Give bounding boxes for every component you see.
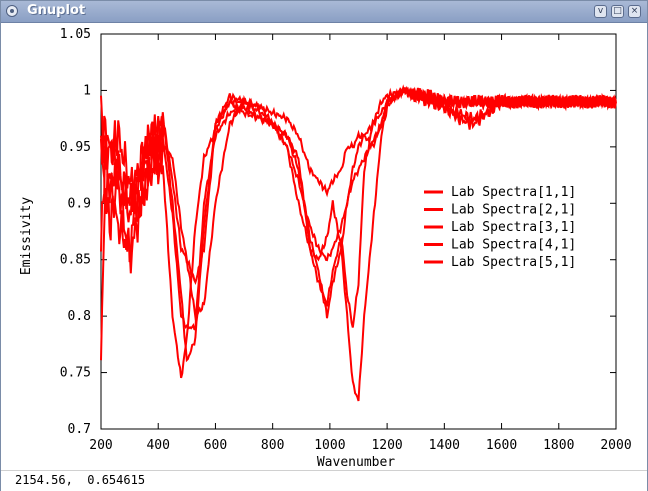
y-tick-label: 0.95 [60, 140, 91, 155]
window-title: Gnuplot [27, 3, 86, 18]
x-tick-label: 1200 [371, 438, 402, 453]
y-axis-label: Emissivity [19, 197, 34, 275]
x-axis-label: Wavenumber [317, 455, 395, 470]
series-line-4 [100, 84, 617, 363]
legend: Lab Spectra[1,1] Lab Spectra[2,1] Lab Spec… [424, 185, 576, 270]
x-tick-label: 1000 [314, 438, 345, 453]
gnuplot-app-icon[interactable] [6, 5, 18, 17]
cursor-coordinates: 2154.56, 0.654615 [15, 473, 146, 487]
x-tick-label: 2000 [600, 438, 631, 453]
legend-entry: Lab Spectra[2,1] [451, 203, 576, 218]
x-tick-label: 1400 [429, 438, 460, 453]
y-tick-label: 1.05 [60, 27, 91, 42]
legend-entry: Lab Spectra[3,1] [451, 220, 576, 235]
x-tick-label: 400 [146, 438, 169, 453]
title-bar[interactable]: Gnuplot v □ × [1, 1, 647, 23]
legend-entry: Lab Spectra[4,1] [451, 238, 576, 253]
status-bar: 2154.56, 0.654615 [1, 470, 647, 491]
y-tick-label: 0.9 [68, 196, 91, 211]
x-tick-label: 200 [89, 438, 112, 453]
series-lines [100, 84, 617, 402]
x-axis: 200 400 600 800 1000 1200 1400 1600 1800 2000 [89, 34, 632, 453]
x-tick-label: 1800 [543, 438, 574, 453]
y-axis: 0.7 0.75 0.8 0.85 0.9 0.95 1 1.05 [60, 27, 616, 437]
spectra-chart[interactable]: 0.7 0.75 0.8 0.85 0.9 0.95 1 1.05 200 400 600 800 1… [1, 23, 647, 470]
plot-area[interactable]: 0.7 0.75 0.8 0.85 0.9 0.95 1 1.05 200 400 600 800 1… [1, 23, 647, 470]
x-tick-label: 1600 [486, 438, 517, 453]
y-tick-label: 0.75 [60, 366, 91, 381]
legend-entry: Lab Spectra[1,1] [451, 185, 576, 200]
y-tick-label: 0.8 [68, 309, 91, 324]
maximize-button[interactable]: □ [611, 5, 624, 18]
minimize-button[interactable]: v [594, 5, 607, 18]
y-tick-label: 0.85 [60, 253, 91, 268]
legend-entry: Lab Spectra[5,1] [451, 255, 576, 270]
x-tick-label: 800 [261, 438, 284, 453]
x-tick-label: 600 [204, 438, 227, 453]
close-button[interactable]: × [628, 5, 641, 18]
series-line-5 [100, 86, 617, 286]
y-tick-label: 0.7 [68, 422, 91, 437]
y-tick-label: 1 [83, 83, 91, 98]
